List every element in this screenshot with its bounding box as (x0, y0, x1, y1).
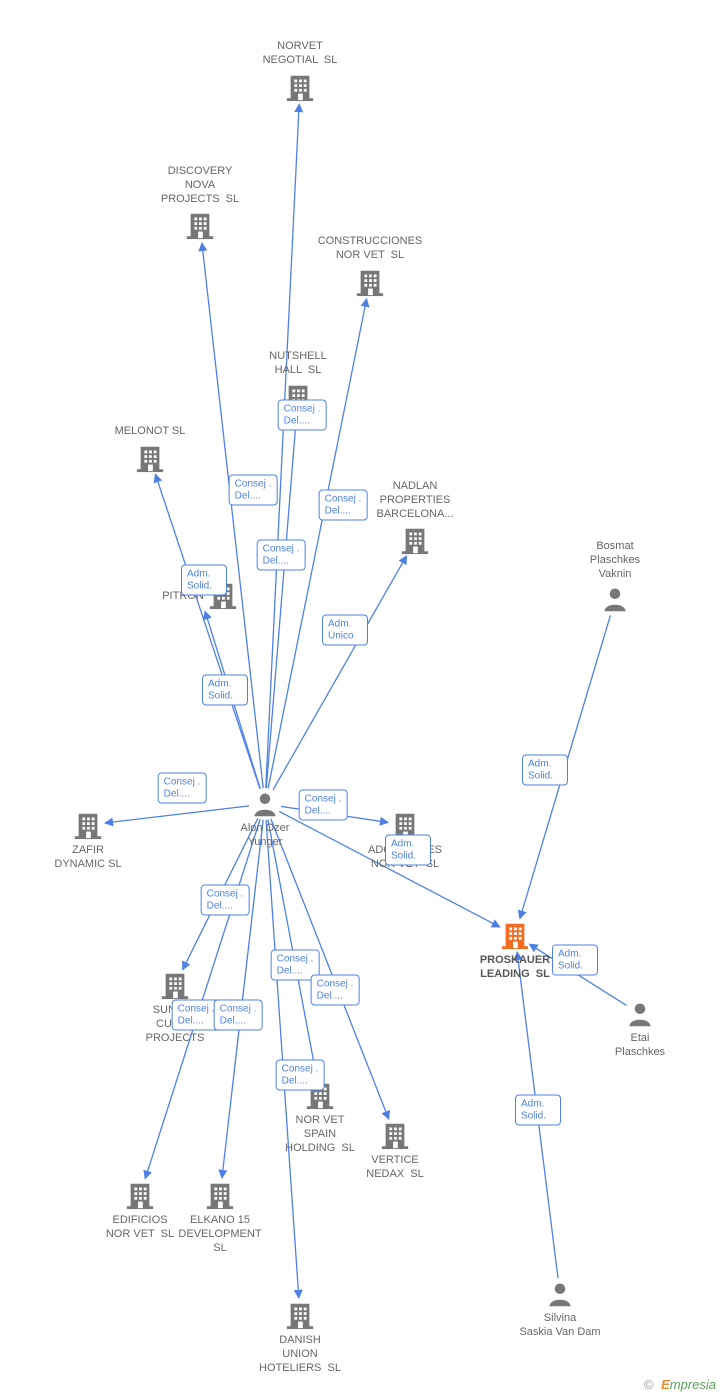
edge-label[interactable]: Adm. Solid. (385, 835, 431, 866)
node-zafir[interactable]: ZAFIR DYNAMIC SL (33, 810, 143, 872)
node-discovery[interactable]: DISCOVERY NOVA PROJECTS SL (145, 165, 255, 244)
edge-alon-nadlan (273, 556, 407, 790)
brand-e: E (661, 1377, 670, 1392)
edge-alon-discovery (202, 243, 263, 788)
copyright-symbol: © (644, 1377, 654, 1392)
edge-label[interactable]: Adm. Solid. (202, 675, 248, 706)
edge-label[interactable]: Consej . Del.... (319, 490, 368, 521)
node-label: DISCOVERY NOVA PROJECTS SL (145, 165, 255, 206)
node-label: MELONOT SL (95, 425, 205, 439)
building-icon (500, 920, 530, 950)
building-icon (285, 1300, 315, 1330)
edge-alon-nutshell (266, 414, 296, 788)
node-label: Bosmat Plaschkes Vaknin (560, 540, 670, 581)
building-icon (135, 443, 165, 473)
node-nadlan[interactable]: NADLAN PROPERTIES BARCELONA... (360, 480, 470, 559)
node-construc[interactable]: CONSTRUCCIONES NOR VET SL (315, 235, 425, 301)
node-etai[interactable]: Etai Plaschkes (585, 1000, 695, 1060)
brand-rest: mpresia (670, 1377, 716, 1392)
building-icon (125, 1180, 155, 1210)
node-melonot[interactable]: MELONOT SL (95, 425, 205, 477)
building-icon (400, 525, 430, 555)
edge-label[interactable]: Adm. Solid. (522, 755, 568, 786)
edge-label[interactable]: Consej . Del.... (311, 975, 360, 1006)
building-icon (355, 267, 385, 297)
edge-label[interactable]: Consej . Del.... (278, 400, 327, 431)
building-icon (185, 210, 215, 240)
edge-label[interactable]: Adm. Unico (322, 615, 368, 646)
building-icon (380, 1120, 410, 1150)
footer-credit: © Empresia (644, 1377, 716, 1392)
node-label: NUTSHELL HALL SL (243, 350, 353, 378)
node-label: VERTICE NEDAX SL (340, 1154, 450, 1182)
edge-label[interactable]: Adm. Solid. (181, 565, 227, 596)
node-label: NORVET NEGOTIAL SL (245, 40, 355, 68)
edge-label[interactable]: Consej . Del.... (158, 773, 207, 804)
node-silvina[interactable]: Silvina Saskia Van Dam (505, 1280, 615, 1340)
node-vertice[interactable]: VERTICE NEDAX SL (340, 1120, 450, 1182)
edge-label[interactable]: Consej . Del.... (229, 475, 278, 506)
edge-alon-melonot (155, 474, 260, 789)
building-icon (285, 72, 315, 102)
node-danish[interactable]: DANISH UNION HOTELIERS SL (245, 1300, 355, 1375)
node-bosmat[interactable]: Bosmat Plaschkes Vaknin (560, 540, 670, 617)
edge-label[interactable]: Consej . Del.... (214, 1000, 263, 1031)
person-icon (546, 1280, 574, 1308)
person-icon (601, 585, 629, 613)
edge-label[interactable]: Consej . Del.... (299, 790, 348, 821)
edge-label[interactable]: Consej . Del.... (257, 540, 306, 571)
node-label: Silvina Saskia Van Dam (505, 1312, 615, 1340)
edge-alon-norvet (266, 104, 299, 788)
building-icon (160, 970, 190, 1000)
edge-label[interactable]: Consej . Del.... (276, 1060, 325, 1091)
node-label: CONSTRUCCIONES NOR VET SL (315, 235, 425, 263)
node-label: ZAFIR DYNAMIC SL (33, 844, 143, 872)
edge-label[interactable]: Adm. Solid. (552, 945, 598, 976)
node-label: Etai Plaschkes (585, 1032, 695, 1060)
node-label: Alon Ozer Yunger (210, 822, 320, 850)
building-icon (73, 810, 103, 840)
node-label: NADLAN PROPERTIES BARCELONA... (360, 480, 470, 521)
node-norvet[interactable]: NORVET NEGOTIAL SL (245, 40, 355, 106)
node-elkano[interactable]: ELKANO 15 DEVELOPMENT SL (165, 1180, 275, 1255)
person-icon (251, 790, 279, 818)
node-label: ELKANO 15 DEVELOPMENT SL (165, 1214, 275, 1255)
node-label: DANISH UNION HOTELIERS SL (245, 1334, 355, 1375)
building-icon (205, 1180, 235, 1210)
person-icon (626, 1000, 654, 1028)
edge-label[interactable]: Consej . Del.... (201, 885, 250, 916)
edge-label[interactable]: Adm. Solid. (515, 1095, 561, 1126)
